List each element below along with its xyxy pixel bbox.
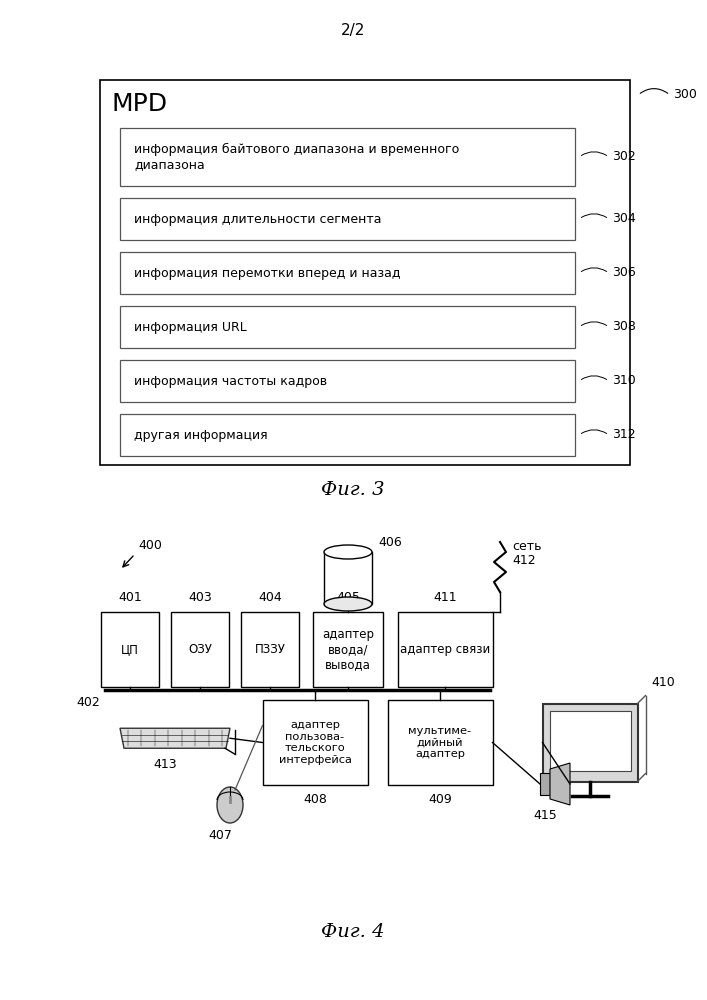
Text: 409: 409 [428,793,452,806]
Text: 400: 400 [138,539,162,552]
Bar [262,700,368,785]
Text: 2/2: 2/2 [341,22,366,37]
Text: ЦП: ЦП [121,643,139,656]
Text: 306: 306 [612,266,636,279]
Text: 405: 405 [336,591,360,604]
Text: сеть: сеть [512,540,542,554]
Text: 402: 402 [76,696,100,708]
Text: 302: 302 [612,150,636,163]
Bar [120,360,575,402]
Text: 308: 308 [612,320,636,334]
Text: 312: 312 [612,428,636,442]
Text: 304: 304 [612,213,636,226]
Bar [324,552,372,604]
Ellipse shape [217,787,243,823]
Bar [549,710,631,770]
Text: 411: 411 [433,591,457,604]
Text: 310: 310 [612,374,636,387]
Ellipse shape [324,545,372,559]
Text: адаптер связи: адаптер связи [400,643,490,656]
Text: информация байтового диапазона и временного
диапазона: информация байтового диапазона и временн… [134,142,460,172]
Bar [120,414,575,456]
Polygon shape [120,728,230,748]
Text: информация URL: информация URL [134,320,247,334]
Text: информация длительности сегмента: информация длительности сегмента [134,213,382,226]
Text: другая информация: другая информация [134,428,268,442]
Bar [101,612,159,687]
Text: 300: 300 [673,89,697,102]
Text: информация перемотки вперед и назад: информация перемотки вперед и назад [134,266,400,279]
Text: мультиме-
дийный
адаптер: мультиме- дийный адаптер [409,726,472,759]
Bar [313,612,383,687]
Text: 406: 406 [378,536,402,548]
Text: 412: 412 [512,554,536,566]
Text: 413: 413 [153,758,177,771]
Bar [120,252,575,294]
Bar [387,700,493,785]
Bar [120,306,575,348]
Bar [120,198,575,240]
Text: адаптер
пользова-
тельского
интерфейса: адаптер пользова- тельского интерфейса [279,720,351,765]
Text: Фиг. 4: Фиг. 4 [321,923,385,941]
Text: Фиг. 3: Фиг. 3 [321,481,385,499]
Text: 415: 415 [533,809,557,822]
Text: ОЗУ: ОЗУ [188,643,212,656]
Text: 401: 401 [118,591,142,604]
Bar [100,80,630,465]
Text: MPD: MPD [112,92,168,116]
Text: ПЗЗУ: ПЗЗУ [255,643,286,656]
Bar [397,612,493,687]
Text: 403: 403 [188,591,212,604]
Text: информация частоты кадров: информация частоты кадров [134,374,327,387]
Text: 407: 407 [208,829,232,842]
Bar [171,612,229,687]
Text: 410: 410 [651,676,675,690]
Polygon shape [550,763,570,805]
Text: 404: 404 [258,591,282,604]
Text: 408: 408 [303,793,327,806]
Text: адаптер
ввода/
вывода: адаптер ввода/ вывода [322,628,374,671]
Bar [241,612,299,687]
Bar [540,773,550,795]
Ellipse shape [324,597,372,611]
Bar [542,704,638,782]
Bar [120,128,575,186]
